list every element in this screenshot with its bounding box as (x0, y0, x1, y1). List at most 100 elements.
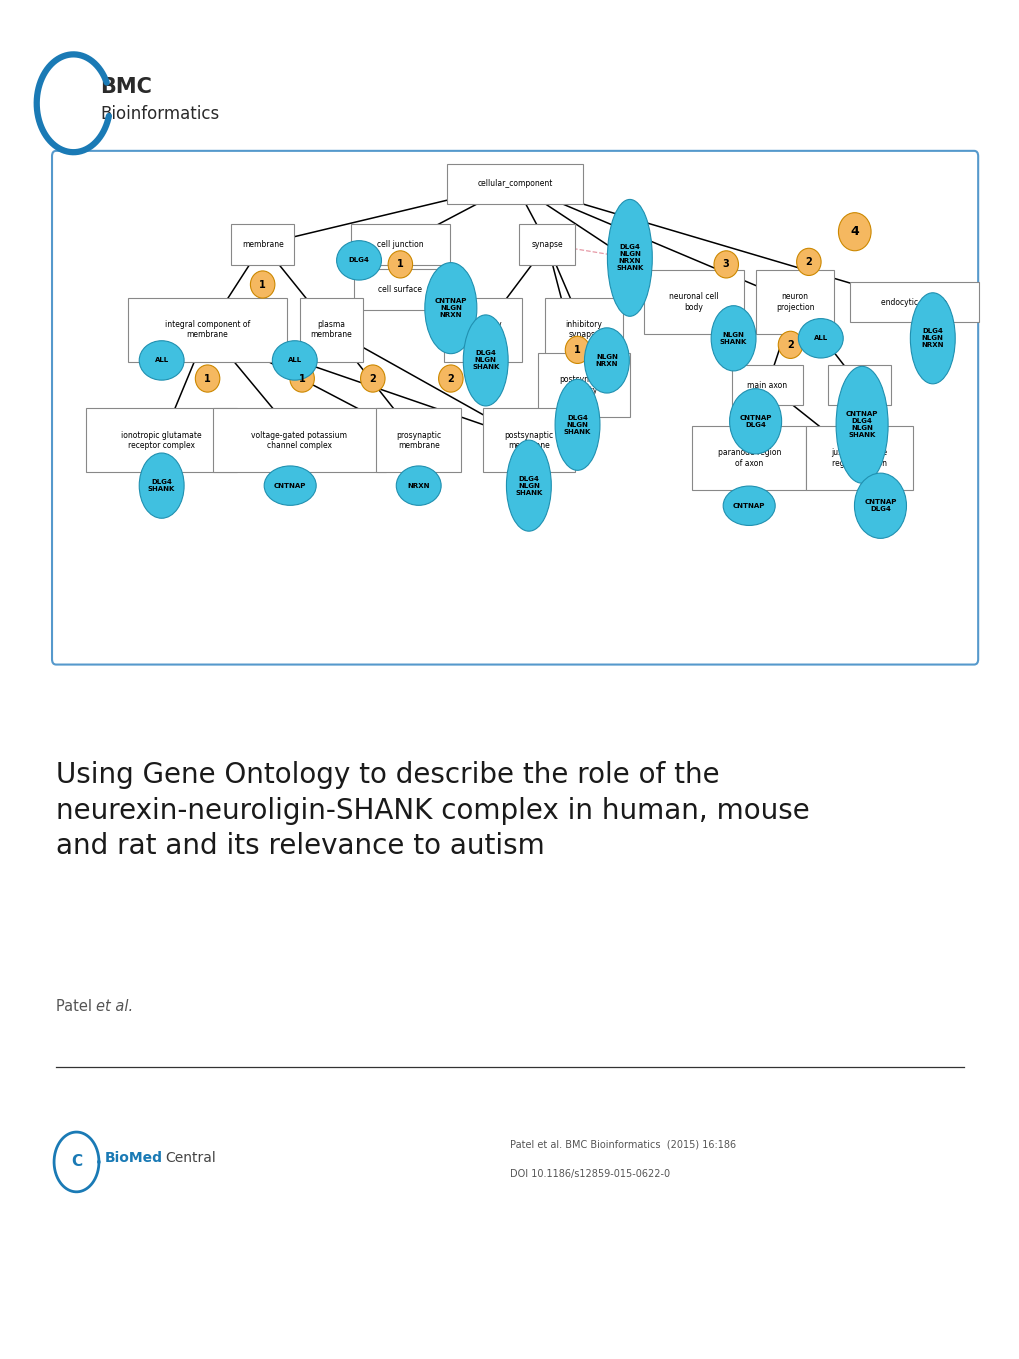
Ellipse shape (336, 241, 381, 280)
FancyBboxPatch shape (537, 353, 630, 417)
FancyBboxPatch shape (519, 224, 575, 265)
Text: neuronal cell
body: neuronal cell body (668, 292, 718, 311)
FancyBboxPatch shape (545, 298, 622, 361)
Text: NLGN
SHANK: NLGN SHANK (719, 332, 747, 345)
Text: NLGN
NRXN: NLGN NRXN (595, 353, 618, 367)
Text: synapse: synapse (531, 239, 562, 249)
Text: NRXN: NRXN (407, 482, 430, 489)
Text: 1: 1 (396, 260, 404, 269)
FancyBboxPatch shape (52, 151, 977, 665)
Text: ALL: ALL (813, 336, 827, 341)
Text: DLG4
NLGN
SHANK: DLG4 NLGN SHANK (564, 414, 591, 435)
Text: endocytic vesicle: endocytic vesicle (880, 298, 947, 307)
FancyBboxPatch shape (732, 364, 802, 405)
Text: Central: Central (165, 1151, 216, 1165)
Text: DLG4
NLGN
NRXN
SHANK: DLG4 NLGN NRXN SHANK (615, 245, 643, 272)
FancyBboxPatch shape (805, 425, 912, 489)
Ellipse shape (196, 366, 220, 393)
FancyBboxPatch shape (444, 298, 522, 361)
FancyBboxPatch shape (128, 298, 286, 361)
Text: inhibitory
synapse: inhibitory synapse (565, 321, 602, 340)
Ellipse shape (777, 332, 802, 359)
Ellipse shape (607, 200, 652, 317)
Ellipse shape (584, 328, 629, 393)
Text: main axon: main axon (747, 381, 787, 390)
FancyBboxPatch shape (231, 224, 293, 265)
Ellipse shape (387, 251, 412, 279)
Ellipse shape (910, 292, 954, 383)
Text: DLG4
NLGN
SHANK: DLG4 NLGN SHANK (515, 476, 542, 496)
Text: membrane: membrane (242, 239, 283, 249)
Ellipse shape (713, 251, 738, 279)
Ellipse shape (836, 367, 888, 484)
Text: voltage-gated potassium
channel complex: voltage-gated potassium channel complex (251, 431, 347, 450)
Ellipse shape (425, 262, 477, 353)
Text: CNTNAP
DLG4: CNTNAP DLG4 (863, 499, 896, 512)
Ellipse shape (251, 270, 275, 298)
Text: et al.: et al. (96, 999, 132, 1014)
Text: BMC: BMC (100, 77, 152, 96)
Ellipse shape (729, 389, 781, 454)
Text: CNTNAP
DLG4: CNTNAP DLG4 (739, 414, 771, 428)
Ellipse shape (463, 315, 507, 406)
Ellipse shape (438, 366, 463, 393)
Text: 1: 1 (204, 374, 211, 383)
Ellipse shape (854, 473, 906, 538)
Text: CNTNAP: CNTNAP (274, 482, 306, 489)
Ellipse shape (139, 453, 184, 518)
Ellipse shape (272, 341, 317, 381)
Text: DLG4: DLG4 (348, 257, 369, 264)
FancyBboxPatch shape (213, 409, 385, 473)
Text: Using Gene Ontology to describe the role of the
neurexin-neuroligin-SHANK comple: Using Gene Ontology to describe the role… (56, 761, 809, 860)
Ellipse shape (796, 249, 820, 276)
FancyBboxPatch shape (376, 409, 461, 473)
Ellipse shape (554, 379, 599, 470)
Ellipse shape (722, 487, 774, 526)
Text: neuron
projection: neuron projection (775, 292, 813, 311)
FancyBboxPatch shape (446, 163, 583, 204)
Text: paranode region
of axon: paranode region of axon (716, 448, 781, 467)
Text: cell surface: cell surface (378, 285, 422, 294)
Text: plasma
membrane: plasma membrane (311, 321, 352, 340)
Text: postsynaptic
membrane: postsynaptic membrane (503, 431, 553, 450)
Text: excitatory
synapse: excitatory synapse (464, 321, 501, 340)
Text: 2: 2 (369, 374, 376, 383)
Text: DLG4
NLGN
NRXN: DLG4 NLGN NRXN (920, 329, 944, 348)
Text: DLG4
NLGN
SHANK: DLG4 NLGN SHANK (472, 351, 499, 371)
Text: CNTNAP: CNTNAP (733, 503, 764, 508)
Ellipse shape (395, 466, 440, 506)
Text: C: C (71, 1154, 82, 1170)
Ellipse shape (361, 366, 385, 393)
FancyBboxPatch shape (691, 425, 805, 489)
Text: cellular_component: cellular_component (477, 179, 552, 189)
Ellipse shape (565, 336, 589, 363)
Ellipse shape (139, 341, 184, 381)
Text: dendrite: dendrite (843, 381, 874, 390)
Text: cell junction: cell junction (377, 239, 423, 249)
Ellipse shape (710, 306, 755, 371)
Text: integral component of
membrane: integral component of membrane (165, 321, 250, 340)
FancyBboxPatch shape (827, 364, 890, 405)
Text: CNTNAP
NLGN
NRXN: CNTNAP NLGN NRXN (434, 298, 467, 318)
Text: CNTNAP
DLG4
NLGN
SHANK: CNTNAP DLG4 NLGN SHANK (845, 412, 877, 439)
Ellipse shape (838, 212, 870, 250)
Text: DOI 10.1186/s12859-015-0622-0: DOI 10.1186/s12859-015-0622-0 (510, 1169, 669, 1180)
FancyBboxPatch shape (300, 298, 363, 361)
Text: ALL: ALL (155, 357, 168, 363)
FancyBboxPatch shape (644, 270, 743, 334)
Text: 3: 3 (722, 260, 729, 269)
Ellipse shape (798, 318, 843, 357)
Text: postsynaptic
density: postsynaptic density (558, 375, 608, 394)
Text: 4: 4 (850, 226, 858, 238)
Text: Patel: Patel (56, 999, 97, 1014)
Text: ionotropic glutamate
receptor complex: ionotropic glutamate receptor complex (121, 431, 202, 450)
Ellipse shape (264, 466, 316, 506)
Ellipse shape (505, 440, 551, 531)
Text: prosynaptic
membrane: prosynaptic membrane (395, 431, 441, 450)
Text: 1: 1 (259, 280, 266, 289)
FancyBboxPatch shape (351, 224, 449, 265)
Text: DLG4
SHANK: DLG4 SHANK (148, 480, 175, 492)
Text: 2: 2 (787, 340, 793, 349)
Text: 2: 2 (447, 374, 453, 383)
Text: BioMed: BioMed (105, 1151, 163, 1165)
